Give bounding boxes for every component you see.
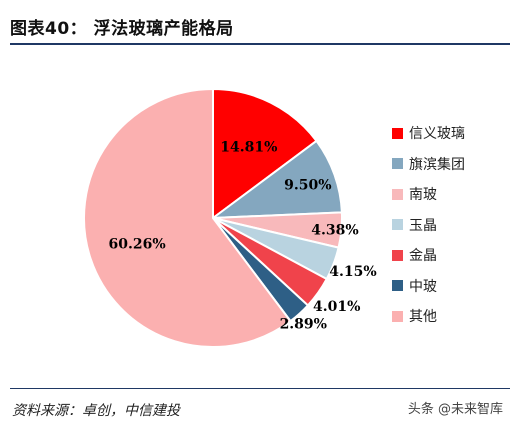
title-divider xyxy=(10,43,510,45)
data-label-3: 4.38% xyxy=(311,223,358,239)
watermark: 头条 @未来智库 xyxy=(407,402,503,417)
data-label-7: 60.26% xyxy=(109,236,166,252)
legend-swatch xyxy=(392,219,403,231)
legend-swatch xyxy=(392,158,403,170)
data-label-2: 9.50% xyxy=(284,177,331,193)
pie-slice-2 xyxy=(209,139,343,220)
legend-swatch xyxy=(392,249,403,261)
pie-slices xyxy=(83,87,343,348)
page-title: 图表40： 浮法玻璃产能格局 xyxy=(10,19,234,39)
legend-item-6: 中玻 xyxy=(392,271,510,302)
source-note: 资料来源：卓创，中信建投 xyxy=(12,403,180,419)
pie-labels: 14.81% 9.50% 4.38% 4.15% 4.01% 2.89% 60.26% xyxy=(109,140,377,333)
legend-swatch xyxy=(392,280,403,292)
legend-item-7: 其他 xyxy=(392,301,510,332)
legend-item-3: 南玻 xyxy=(392,179,510,210)
chart-legend: 信义玻璃旗滨集团南玻玉晶金晶中玻其他 xyxy=(392,118,510,332)
data-label-6: 2.89% xyxy=(280,317,327,333)
legend-item-1: 信义玻璃 xyxy=(392,118,510,149)
legend-swatch xyxy=(392,310,403,322)
data-label-5: 4.01% xyxy=(313,299,360,315)
pie-slice-7 xyxy=(83,87,292,348)
legend-item-4: 玉晶 xyxy=(392,210,510,241)
data-label-4: 4.15% xyxy=(329,264,376,280)
legend-label: 信义玻璃 xyxy=(409,126,465,143)
legend-label: 金晶 xyxy=(409,248,437,265)
legend-label: 玉晶 xyxy=(409,217,437,234)
legend-swatch xyxy=(392,127,403,139)
legend-label: 南玻 xyxy=(409,187,437,204)
legend-item-2: 旗滨集团 xyxy=(392,149,510,180)
legend-swatch xyxy=(392,188,403,200)
legend-label: 中玻 xyxy=(409,278,437,295)
legend-item-5: 金晶 xyxy=(392,240,510,271)
legend-label: 旗滨集团 xyxy=(409,156,465,173)
data-label-1: 14.81% xyxy=(220,140,277,156)
legend-label: 其他 xyxy=(409,309,437,326)
footer-divider xyxy=(10,388,510,389)
pie-slice-1 xyxy=(212,87,318,220)
